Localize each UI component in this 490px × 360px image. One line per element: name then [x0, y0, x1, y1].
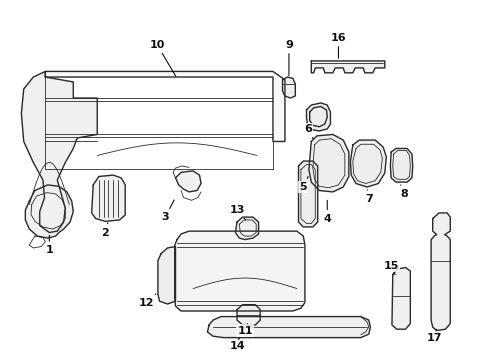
Text: 12: 12: [139, 294, 156, 307]
Polygon shape: [391, 148, 413, 182]
Text: 4: 4: [323, 200, 331, 224]
Text: 6: 6: [304, 124, 313, 139]
Text: 14: 14: [229, 338, 245, 351]
Polygon shape: [22, 71, 97, 233]
Text: 7: 7: [365, 190, 373, 204]
Text: 17: 17: [427, 329, 442, 343]
Polygon shape: [309, 135, 349, 192]
Polygon shape: [392, 267, 410, 329]
Polygon shape: [350, 140, 387, 187]
Polygon shape: [158, 247, 175, 304]
Polygon shape: [175, 231, 305, 311]
Polygon shape: [175, 171, 201, 192]
Text: 9: 9: [285, 40, 293, 76]
Polygon shape: [431, 213, 450, 330]
Polygon shape: [207, 316, 370, 338]
Polygon shape: [311, 61, 385, 73]
Text: 1: 1: [46, 235, 53, 255]
Text: 2: 2: [101, 222, 109, 238]
Text: 3: 3: [161, 200, 174, 222]
Polygon shape: [25, 185, 74, 238]
Text: 8: 8: [400, 185, 408, 199]
Polygon shape: [45, 71, 285, 141]
Text: 5: 5: [299, 176, 308, 192]
Text: 15: 15: [384, 261, 399, 275]
Text: 10: 10: [149, 40, 176, 76]
Polygon shape: [298, 161, 318, 227]
Polygon shape: [235, 217, 259, 239]
Text: 13: 13: [229, 205, 245, 220]
Polygon shape: [237, 305, 260, 325]
Text: 11: 11: [237, 324, 253, 336]
Text: 16: 16: [331, 33, 346, 58]
Polygon shape: [307, 103, 330, 131]
Polygon shape: [283, 77, 295, 98]
Polygon shape: [92, 175, 125, 221]
